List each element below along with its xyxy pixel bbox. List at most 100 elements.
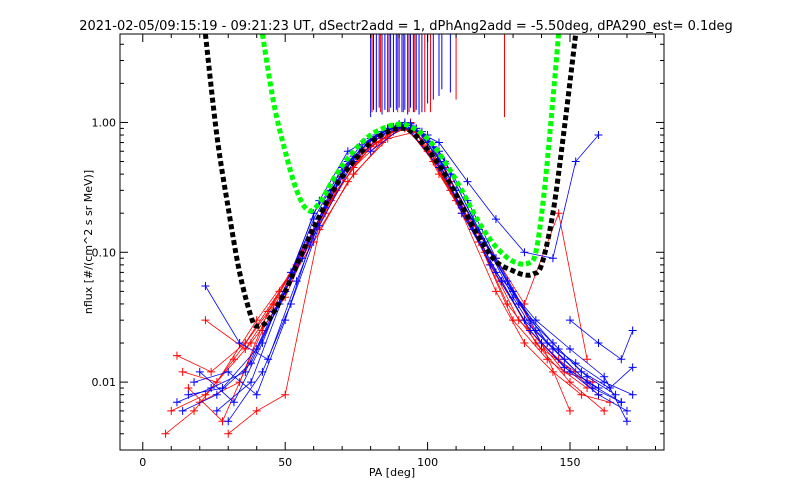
data-point-blue xyxy=(509,287,518,296)
data-point-blue xyxy=(577,367,586,376)
fit-curve-black xyxy=(202,34,579,329)
data-point-blue xyxy=(543,339,552,348)
series-line-red xyxy=(176,121,576,373)
data-point-blue xyxy=(434,138,443,147)
data-point-blue xyxy=(611,390,620,399)
data-point-blue xyxy=(594,339,603,348)
data-point-blue xyxy=(526,326,535,335)
fit-curve-green xyxy=(259,34,562,267)
data-point-blue xyxy=(190,378,199,387)
series-line-red xyxy=(188,127,593,422)
data-point-blue xyxy=(497,277,506,286)
data-point-blue xyxy=(491,215,500,224)
x-tick-label: 150 xyxy=(560,456,581,469)
data-point-blue xyxy=(229,398,238,407)
data-point-blue xyxy=(224,367,233,376)
data-point-blue xyxy=(218,384,227,393)
data-point-blue xyxy=(622,417,631,426)
series-line-blue xyxy=(227,124,599,422)
data-point-red xyxy=(172,351,181,360)
data-point-red xyxy=(520,339,529,348)
data-point-blue xyxy=(583,378,592,387)
series-line-red xyxy=(227,131,571,435)
data-point-blue xyxy=(594,131,603,140)
x-tick-label: 50 xyxy=(278,456,292,469)
data-point-blue xyxy=(571,359,580,368)
y-tick-label: 1.00 xyxy=(92,116,117,129)
data-point-red xyxy=(207,367,216,376)
data-point-red xyxy=(281,390,290,399)
plot-area xyxy=(161,34,637,438)
data-point-red xyxy=(229,355,238,364)
data-point-blue xyxy=(258,367,267,376)
data-point-blue xyxy=(366,147,375,156)
data-point-red xyxy=(605,398,614,407)
data-point-blue xyxy=(172,398,181,407)
data-point-blue xyxy=(184,390,193,399)
series-line-red xyxy=(165,127,605,435)
y-tick-label: 0.10 xyxy=(92,246,117,259)
data-point-red xyxy=(548,367,557,376)
data-point-blue xyxy=(491,268,500,277)
data-point-blue xyxy=(617,398,626,407)
data-point-blue xyxy=(566,344,575,353)
data-point-red xyxy=(161,429,170,438)
series-line-blue xyxy=(188,125,628,422)
axes: 0 50 100 150 0.01 0.10 1.00 xyxy=(92,34,664,469)
data-point-red xyxy=(600,406,609,415)
series-line-blue xyxy=(205,123,616,396)
data-point-blue xyxy=(247,378,256,387)
data-point-blue xyxy=(463,177,472,186)
data-point-red xyxy=(566,378,575,387)
data-point-red xyxy=(224,429,233,438)
data-point-blue xyxy=(594,384,603,393)
y-tick-label: 0.01 xyxy=(92,376,117,389)
data-point-red xyxy=(167,406,176,415)
data-point-blue xyxy=(252,344,261,353)
data-point-blue xyxy=(560,355,569,364)
data-point-blue xyxy=(264,355,273,364)
data-point-blue xyxy=(212,390,221,399)
series-line-blue xyxy=(569,319,634,360)
x-axis-label: PA [deg] xyxy=(369,466,415,479)
data-point-red xyxy=(212,378,221,387)
data-point-red xyxy=(349,170,358,179)
data-point-red xyxy=(491,287,500,296)
data-point-blue xyxy=(617,355,626,364)
data-point-blue xyxy=(207,384,216,393)
data-point-blue xyxy=(622,406,631,415)
data-point-blue xyxy=(560,363,569,372)
data-point-blue xyxy=(195,367,204,376)
data-point-blue xyxy=(286,299,295,308)
data-point-blue xyxy=(520,248,529,257)
data-point-blue xyxy=(212,406,221,415)
data-point-blue xyxy=(566,367,575,376)
x-tick-label: 100 xyxy=(417,456,438,469)
data-point-red xyxy=(566,406,575,415)
data-point-red xyxy=(343,177,352,186)
data-point-blue xyxy=(628,363,637,372)
data-point-blue xyxy=(531,316,540,325)
data-point-red xyxy=(201,390,210,399)
data-point-red xyxy=(554,209,563,218)
data-point-blue xyxy=(235,339,244,348)
data-point-red xyxy=(190,406,199,415)
data-point-blue xyxy=(548,254,557,263)
data-point-blue xyxy=(628,390,637,399)
data-point-blue xyxy=(571,157,580,166)
x-tick-label: 0 xyxy=(139,456,146,469)
data-point-blue xyxy=(241,367,250,376)
data-point-red xyxy=(178,367,187,376)
series-line-red xyxy=(199,126,599,403)
plot-frame xyxy=(119,33,665,451)
series-group xyxy=(161,34,637,438)
data-point-blue xyxy=(566,316,575,325)
series-line-blue xyxy=(199,124,633,403)
data-point-red xyxy=(252,406,261,415)
data-point-blue xyxy=(201,281,210,290)
data-point-blue xyxy=(178,406,187,415)
data-point-blue xyxy=(600,372,609,381)
data-point-red xyxy=(201,316,210,325)
chart-title: 2021-02-05/09:15:19 - 09:21:23 UT, dSect… xyxy=(79,19,733,34)
